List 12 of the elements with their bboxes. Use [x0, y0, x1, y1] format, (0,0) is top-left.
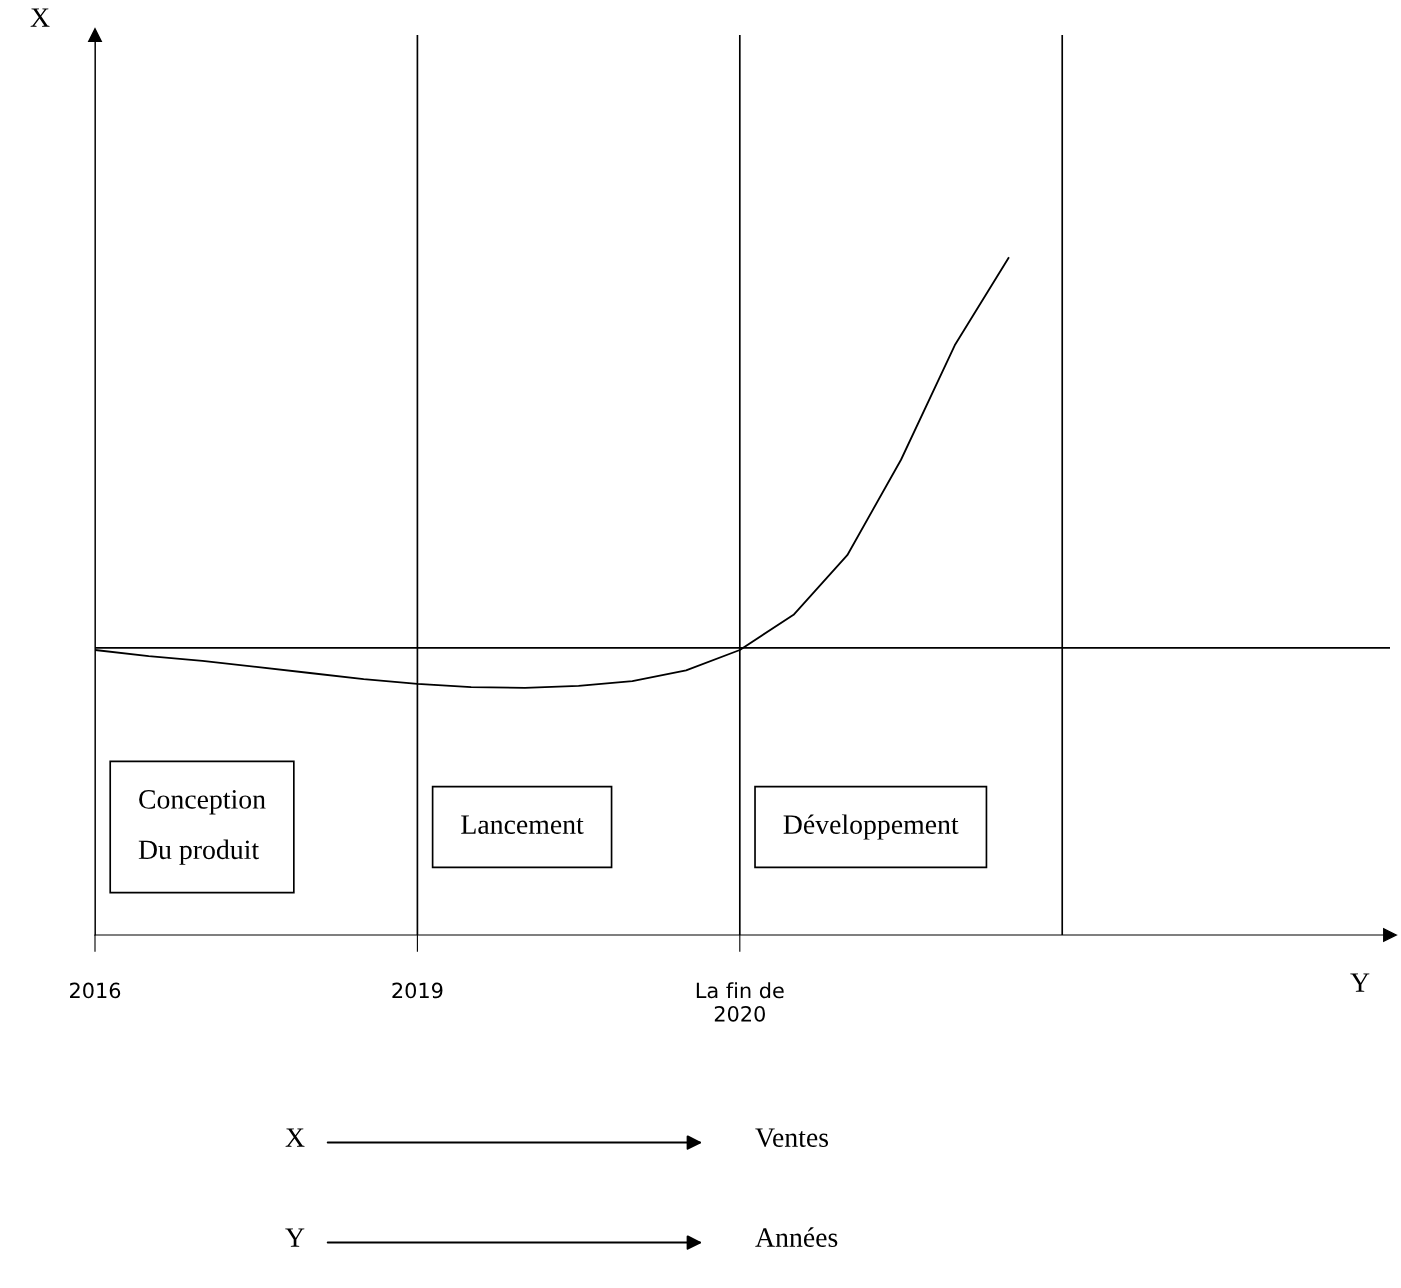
x-axis-title: Y — [1350, 973, 1370, 992]
text: Ventes — [755, 1128, 829, 1148]
x-tick-label: 2019 — [392, 982, 443, 999]
annotation: Conception Du produit — [138, 790, 266, 865]
x-tick-label: La fin de 2020 — [696, 982, 784, 1022]
text: Y — [285, 1228, 305, 1247]
text: X — [30, 8, 50, 27]
x-tick-label: 2016 — [70, 982, 121, 999]
annotation: Lancement — [461, 815, 584, 834]
annotation: Développement — [783, 814, 959, 840]
text: Années — [755, 1227, 838, 1247]
text: X — [285, 1128, 305, 1147]
